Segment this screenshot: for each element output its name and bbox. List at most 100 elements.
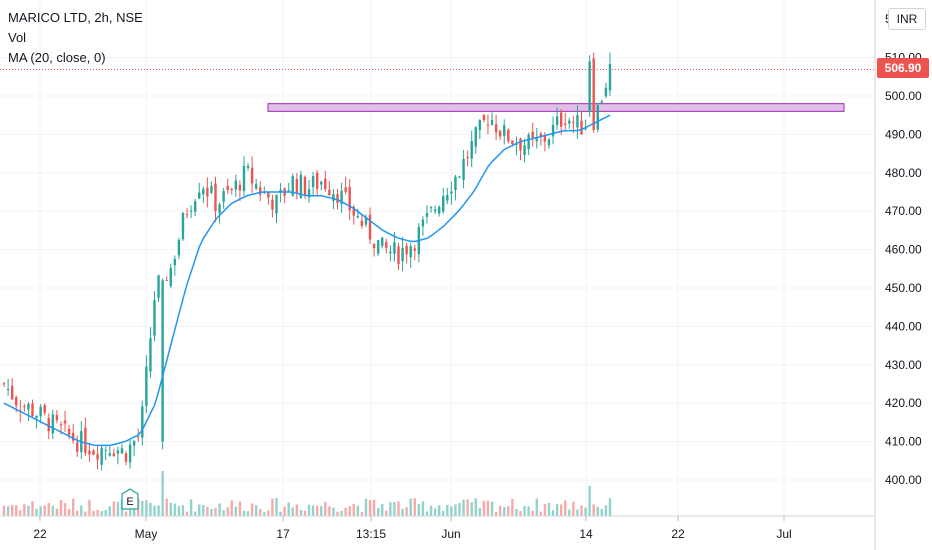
candle-body — [413, 248, 416, 251]
volume-bar — [230, 500, 233, 516]
volume-bar — [478, 508, 482, 516]
volume-bar — [588, 486, 591, 516]
candle-body — [564, 123, 567, 125]
candle-body — [275, 194, 278, 214]
currency-button[interactable]: INR — [888, 8, 926, 30]
volume-bar — [153, 505, 156, 516]
candle-body — [539, 133, 543, 137]
candle-body — [169, 268, 172, 287]
candle-body — [246, 165, 250, 168]
volume-bar — [234, 506, 238, 516]
candle-body — [336, 194, 339, 204]
candle-body — [206, 187, 209, 197]
candle-body — [466, 157, 469, 159]
chart-grid — [0, 0, 875, 516]
candle-body — [71, 432, 75, 441]
volume-bar — [600, 509, 604, 516]
volume-bar — [433, 508, 437, 516]
earnings-marker[interactable]: E — [121, 488, 139, 510]
candle-body — [320, 181, 323, 185]
candlesticks — [2, 52, 612, 471]
chart-legend: MARICO LTD, 2h, NSE Vol MA (20, close, 0… — [8, 8, 143, 68]
candle-body — [356, 215, 360, 218]
candle-body — [576, 115, 579, 128]
candle-body — [478, 119, 482, 130]
price-tick-label: 460.00 — [885, 243, 922, 257]
candle-body — [234, 180, 238, 190]
candle-body — [214, 183, 217, 212]
candle-body — [568, 120, 571, 124]
candle-body — [551, 124, 555, 137]
volume-bar — [267, 510, 270, 516]
candle-body — [437, 207, 441, 214]
volume-bar — [287, 502, 290, 516]
volume-bar — [547, 503, 551, 516]
volume-bar — [181, 505, 185, 516]
candle-body — [141, 406, 144, 438]
candle-body — [47, 418, 50, 432]
volume-bar — [389, 502, 392, 516]
candle-body — [572, 121, 575, 123]
candle-body — [592, 58, 595, 131]
candle-body — [250, 167, 254, 184]
volume-bar — [55, 508, 59, 516]
candle-body — [389, 251, 392, 254]
candle-body — [596, 105, 599, 130]
volume-bar — [124, 511, 128, 516]
volume-bar — [450, 506, 453, 516]
volume-bar — [454, 504, 457, 516]
volume-bar — [157, 505, 160, 516]
candle-body — [242, 166, 246, 192]
candle-body — [381, 237, 384, 246]
candle-body — [393, 242, 396, 254]
candle-body — [279, 189, 282, 192]
candle-body — [157, 275, 160, 298]
volume-bar — [210, 509, 213, 516]
symbol-title[interactable]: MARICO LTD, 2h, NSE — [8, 10, 143, 25]
volume-bar — [490, 501, 494, 516]
volume-bar — [275, 498, 278, 516]
candle-body — [397, 246, 400, 265]
volume-bar — [421, 501, 425, 516]
candle-body — [604, 87, 608, 97]
volume-bar — [279, 511, 282, 516]
volume-bar — [596, 506, 599, 516]
candle-body — [600, 101, 604, 104]
candle-body — [498, 130, 502, 137]
time-tick-label: 14 — [579, 527, 593, 541]
candle-body — [2, 383, 6, 385]
time-tick-label: 22 — [33, 527, 47, 541]
candle-body — [132, 441, 136, 446]
candle-body — [543, 135, 547, 142]
candle-body — [372, 243, 376, 249]
candle-body — [405, 245, 408, 255]
volume-bar — [43, 505, 46, 516]
candle-body — [254, 184, 258, 189]
candle-body — [202, 189, 205, 195]
volume-bar — [198, 504, 201, 516]
candle-body — [433, 209, 437, 212]
candle-body — [299, 174, 303, 198]
candle-body — [482, 115, 486, 121]
candle-body — [462, 158, 465, 181]
candle-body — [486, 124, 490, 126]
volume-bar — [376, 507, 380, 516]
volume-bar — [405, 507, 408, 516]
resistance-zone — [267, 103, 845, 112]
volume-bar — [100, 511, 103, 516]
volume-bar — [145, 500, 148, 516]
candle-body — [352, 206, 355, 216]
ma-label[interactable]: MA (20, close, 0) — [8, 50, 106, 65]
volume-bar — [80, 505, 83, 516]
volume-bar — [572, 501, 575, 516]
candle-body — [580, 120, 583, 135]
candle-body — [555, 116, 559, 125]
price-tick-label: 490.00 — [885, 127, 922, 141]
candle-body — [559, 112, 563, 127]
volume-bar — [437, 505, 441, 516]
volume-bar — [417, 504, 421, 516]
volume-label[interactable]: Vol — [8, 30, 27, 45]
volume-bar — [482, 500, 486, 516]
volume-bar — [141, 500, 144, 516]
